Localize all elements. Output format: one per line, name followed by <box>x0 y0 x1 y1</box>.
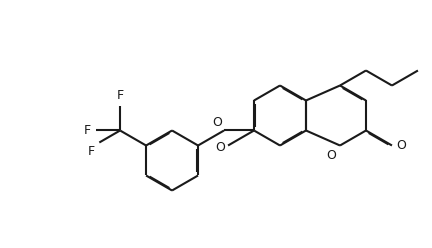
Text: F: F <box>117 90 124 102</box>
Text: O: O <box>396 139 406 152</box>
Text: O: O <box>212 117 222 129</box>
Text: O: O <box>326 150 336 162</box>
Text: F: F <box>88 146 95 158</box>
Text: O: O <box>215 141 225 154</box>
Text: F: F <box>84 124 91 137</box>
